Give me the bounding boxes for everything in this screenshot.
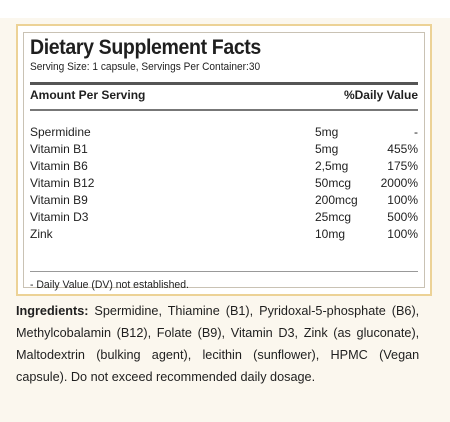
nutrient-amount: 5mg [315,125,339,139]
ingredients-paragraph: Ingredients: Spermidine, Thiamine (B1), … [16,300,419,388]
divider-mid [30,109,418,111]
nutrient-amount: 50mcg [315,176,352,190]
nutrient-daily-value: - [414,125,418,139]
nutrient-amount: 10mg [315,227,346,241]
nutrient-name: Spermidine [30,125,91,139]
nutrient-name: Vitamin B1 [30,142,88,156]
nutrient-daily-value: 2000% [380,176,418,190]
ingredients-text: Spermidine, Thiamine (B1), Pyridoxal-5-p… [16,303,420,384]
nutrient-row: Vitamin D3 25mcg 500% [30,208,418,225]
nutrient-daily-value: 500% [387,210,418,224]
nutrient-amount: 5mg [315,142,339,156]
nutrient-amount: 200mcg [315,193,358,207]
nutrient-name: Vitamin B12 [30,176,95,190]
nutrient-daily-value: 100% [387,193,418,207]
divider-thick [30,82,418,85]
nutrient-row: Vitamin B12 50mcg 2000% [30,174,418,191]
nutrient-name: Zink [30,227,53,241]
nutrient-daily-value: 455% [387,142,418,156]
facts-inner-box: Dietary Supplement Facts Serving Size: 1… [23,32,425,291]
supplement-facts-panel: Dietary Supplement Facts Serving Size: 1… [16,24,432,296]
nutrient-name: Vitamin B6 [30,159,88,173]
amount-per-serving-header: Amount Per Serving [30,88,146,102]
nutrient-row: Spermidine 5mg - [30,123,418,140]
cut-off-text: · · · [30,0,47,4]
nutrient-amount: 25mcg [315,210,352,224]
dv-footnote: - Daily Value (DV) not established. [30,279,189,291]
serving-info: Serving Size: 1 capsule, Servings Per Co… [30,61,261,73]
nutrient-name: Vitamin B9 [30,193,88,207]
nutrient-row: Vitamin B9 200mcg 100% [30,191,418,208]
nutrient-daily-value: 175% [387,159,418,173]
divider-thin [30,271,418,272]
nutrient-row: Vitamin B6 2,5mg 175% [30,157,418,174]
nutrient-row: Zink 10mg 100% [30,225,418,242]
nutrient-name: Vitamin D3 [30,210,89,224]
nutrient-row: Vitamin B1 5mg 455% [30,140,418,157]
facts-title: Dietary Supplement Facts [30,36,261,59]
nutrient-amount: 2,5mg [315,159,349,173]
ingredients-label: Ingredients: [16,303,89,318]
nutrient-daily-value: 100% [387,227,418,241]
top-strip: · · · [0,0,450,18]
nutrient-rows: Spermidine 5mg - Vitamin B1 5mg 455% Vit… [30,123,418,242]
daily-value-header: %Daily Value [343,88,418,102]
